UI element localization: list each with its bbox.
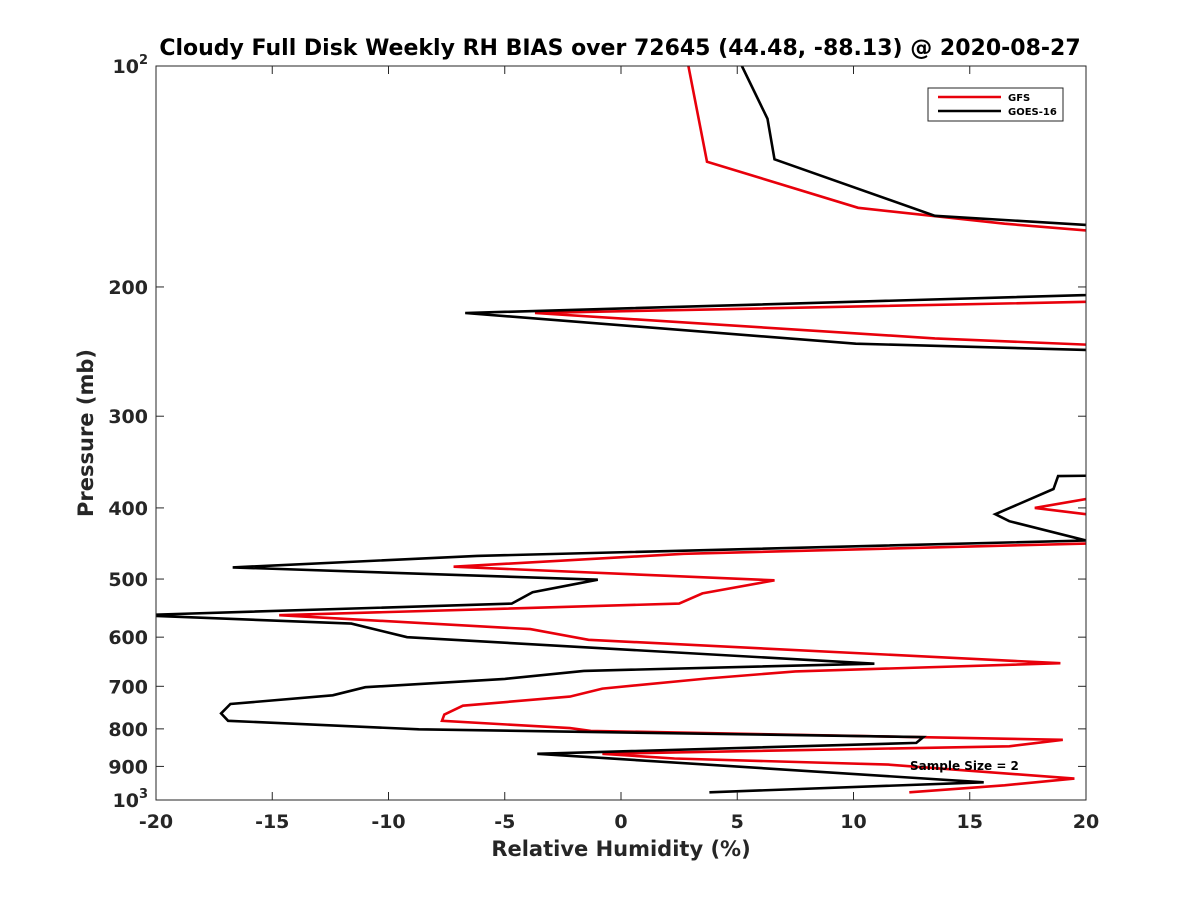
y-tick-label-exponent: 2 [139,53,148,68]
legend-label: GOES-16 [1008,107,1057,118]
y-tick-label: 800 [108,719,148,741]
y-tick-label: 200 [108,277,148,299]
y-tick-label-text: 900 [108,756,148,778]
series-layer [156,66,1086,794]
x-tick-label: 15 [957,811,983,833]
x-tick-label: 20 [1073,811,1099,833]
legend: GFS GOES-16 [927,87,1064,122]
y-tick-label-text: 10 [113,56,139,78]
x-tick-label: -15 [255,811,289,833]
x-tick-label: 0 [614,811,627,833]
series-line-goes-16 [156,66,1086,794]
y-tick-label-text: 300 [108,406,148,428]
x-tick-label: -20 [139,811,173,833]
legend-box [927,87,1064,122]
y-tick-label-text: 600 [108,627,148,649]
y-tick-label-exponent: 3 [139,787,148,802]
y-tick-label: 400 [108,498,148,520]
x-axis-ticks: -20 -15 -10 -5 0 5 10 15 20 [139,66,1099,833]
y-tick-label: 102 [113,53,149,78]
x-tick-label: 10 [840,811,866,833]
y-tick-label-text: 500 [108,569,148,591]
x-tick-label: 5 [731,811,744,833]
y-tick-label: 600 [108,627,148,649]
y-tick-label: 103 [113,787,149,812]
series-line-gfs [279,66,1086,794]
plot-frame [155,65,1087,801]
y-tick-label: 500 [108,569,148,591]
y-tick-label-text: 200 [108,277,148,299]
y-tick-label-text: 400 [108,498,148,520]
x-tick-label: -5 [494,811,515,833]
sample-size-annotation: Sample Size = 2 [910,759,1019,773]
x-axis-label: Relative Humidity (%) [491,837,750,861]
y-axis-label: Pressure (mb) [74,349,98,517]
y-tick-label: 300 [108,406,148,428]
chart-title: Cloudy Full Disk Weekly RH BIAS over 726… [159,36,1080,61]
y-tick-label-text: 800 [108,719,148,741]
legend-label: GFS [1008,93,1030,104]
y-tick-label: 700 [108,676,148,698]
y-tick-label-text: 700 [108,676,148,698]
plot-area: -20 -15 -10 -5 0 5 10 15 20 10220030040050060070… [108,53,1099,833]
y-tick-label: 900 [108,756,148,778]
x-tick-label: -10 [371,811,405,833]
y-tick-label-text: 10 [113,790,139,812]
